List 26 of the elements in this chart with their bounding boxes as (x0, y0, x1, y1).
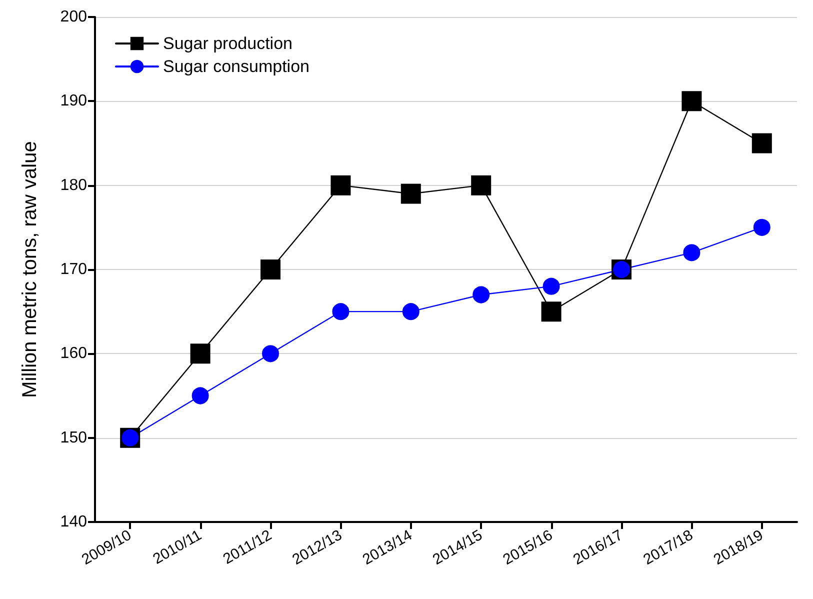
point (541, 302, 562, 322)
y-axis-title: Million metric tons, raw value (19, 141, 41, 398)
point (260, 260, 280, 280)
y-tick-label: 170 (60, 261, 88, 278)
legend-label: Sugar consumption (163, 57, 310, 76)
point (332, 303, 350, 320)
legend-label: Sugar production (163, 34, 292, 53)
point (472, 286, 490, 304)
point (400, 184, 421, 204)
y-tick-label: 200 (60, 8, 88, 26)
y-tick-label: 140 (60, 514, 88, 530)
y-tick-label: 150 (60, 429, 88, 446)
point (752, 133, 772, 154)
point (471, 175, 492, 196)
point (542, 278, 560, 295)
y-tick-label: 180 (60, 176, 88, 194)
point (682, 91, 702, 112)
point (683, 244, 700, 262)
point (753, 218, 770, 236)
y-tick-label: 190 (60, 92, 88, 110)
y-tick-label: 160 (60, 345, 88, 362)
point (262, 345, 279, 362)
point (330, 175, 351, 196)
point (190, 344, 210, 364)
point (402, 303, 420, 320)
point (192, 387, 209, 404)
